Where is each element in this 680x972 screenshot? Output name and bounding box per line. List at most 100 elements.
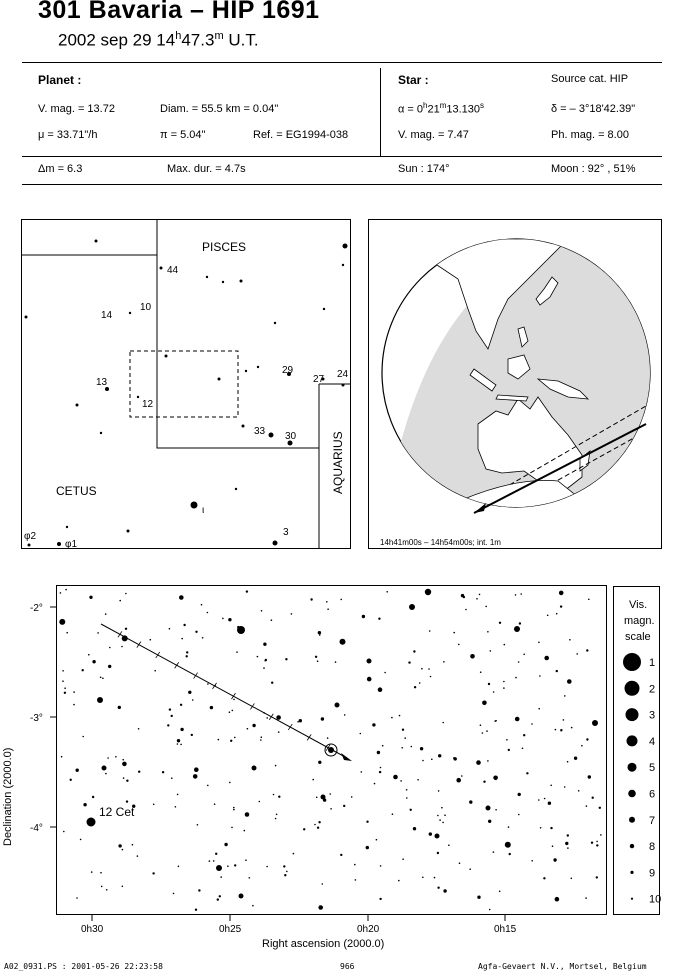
- field-star: [375, 838, 378, 841]
- field-star: [181, 637, 183, 640]
- field-star: [246, 727, 249, 730]
- star-declination: δ = – 3°18'42.39": [551, 103, 636, 115]
- footer-page: 966: [340, 962, 355, 971]
- field-star: [531, 723, 533, 725]
- field-star: [207, 784, 209, 787]
- star-12-cet: [86, 817, 96, 827]
- field-star: [515, 676, 517, 679]
- finder-star: [244, 369, 248, 373]
- field-star: [428, 832, 432, 836]
- star-heading: Star :: [398, 73, 429, 87]
- field-star: [310, 598, 313, 601]
- magnitude-legend: Vis. magn. scale 1 2 3 4 5 6 7 8 9 10: [613, 586, 661, 915]
- field-star: [408, 661, 411, 664]
- field-star: [377, 687, 383, 692]
- field-star: [73, 691, 75, 693]
- field-star: [441, 806, 443, 809]
- star-label-phi2: φ2: [24, 531, 36, 542]
- finder-star: [136, 395, 140, 399]
- field-star: [200, 603, 203, 606]
- globe-caption: 14h41m00s – 14h54m00s; int. 1m: [380, 538, 501, 547]
- field-star: [489, 650, 492, 652]
- field-star: [168, 627, 171, 630]
- field-star: [553, 858, 557, 862]
- field-star: [119, 599, 121, 602]
- field-star: [476, 598, 478, 600]
- planet-parallax: π = 5.04": [160, 129, 206, 141]
- field-star: [453, 757, 457, 761]
- field-star: [174, 806, 177, 808]
- field-star: [76, 897, 78, 899]
- field-star: [60, 755, 63, 758]
- field-star: [479, 671, 482, 673]
- field-star: [595, 876, 598, 879]
- time-minutes: 47.3: [181, 30, 215, 50]
- field-star: [539, 675, 541, 677]
- info-divider: [380, 68, 381, 156]
- field-star: [192, 774, 198, 779]
- finder-star: [27, 543, 31, 547]
- field-star: [260, 610, 263, 612]
- field-star: [596, 844, 599, 847]
- source-catalog: Source cat. HIP: [551, 73, 629, 85]
- field-star: [213, 803, 216, 805]
- field-star: [188, 690, 192, 694]
- ra-s: s: [480, 101, 485, 110]
- field-star: [220, 876, 222, 878]
- field-star: [102, 677, 104, 680]
- field-star: [586, 649, 589, 652]
- field-star: [566, 760, 569, 763]
- field-star: [469, 800, 473, 804]
- field-star: [245, 590, 249, 593]
- legend-label-mag-2: 2: [649, 683, 655, 695]
- field-star: [514, 716, 520, 722]
- field-star: [233, 806, 235, 809]
- star-label-30: 30: [285, 431, 297, 442]
- field-star: [122, 758, 124, 761]
- field-star: [550, 826, 553, 830]
- field-star: [170, 714, 173, 718]
- field-star: [91, 795, 95, 799]
- legend-title-3: scale: [625, 631, 651, 643]
- legend-label-mag-9: 9: [649, 867, 655, 879]
- field-star: [90, 871, 93, 873]
- x-tick-0h20: 0h20: [357, 924, 380, 935]
- field-star: [65, 588, 67, 591]
- field-star: [493, 775, 498, 781]
- finder-star: [321, 377, 325, 381]
- field-star: [565, 841, 569, 846]
- moon-info: Moon : 92° , 51%: [551, 163, 636, 175]
- field-star: [327, 608, 329, 610]
- star-label-3: 3: [283, 527, 289, 538]
- field-star: [581, 744, 583, 747]
- field-star: [176, 739, 181, 743]
- field-star: [75, 768, 79, 772]
- legend-label-mag-3: 3: [649, 710, 655, 722]
- legend-dot-mag-10: [630, 897, 634, 900]
- field-star: [443, 661, 445, 663]
- field-star: [469, 868, 472, 870]
- field-star: [421, 667, 423, 670]
- field-star: [260, 736, 263, 738]
- field-star: [531, 860, 533, 862]
- legend-title-1: Vis.: [629, 599, 647, 611]
- field-star: [318, 760, 322, 764]
- field-star: [498, 890, 501, 893]
- field-star: [318, 634, 321, 636]
- field-star: [398, 714, 401, 717]
- field-star: [517, 792, 521, 797]
- field-star: [69, 778, 72, 781]
- star-label-12: 12: [142, 399, 154, 410]
- field-star: [523, 653, 525, 656]
- path-direction-arrow: [474, 503, 486, 513]
- finder-star: [94, 239, 98, 243]
- max-duration: Max. dur. = 4.7s: [167, 163, 246, 175]
- field-star: [546, 614, 549, 617]
- field-star: [600, 834, 602, 836]
- field-star: [117, 705, 122, 710]
- field-star: [258, 800, 261, 803]
- finder-star: [99, 431, 103, 435]
- field-star: [479, 724, 482, 726]
- field-star: [298, 719, 302, 723]
- legend-dot-mag-2: [624, 680, 640, 696]
